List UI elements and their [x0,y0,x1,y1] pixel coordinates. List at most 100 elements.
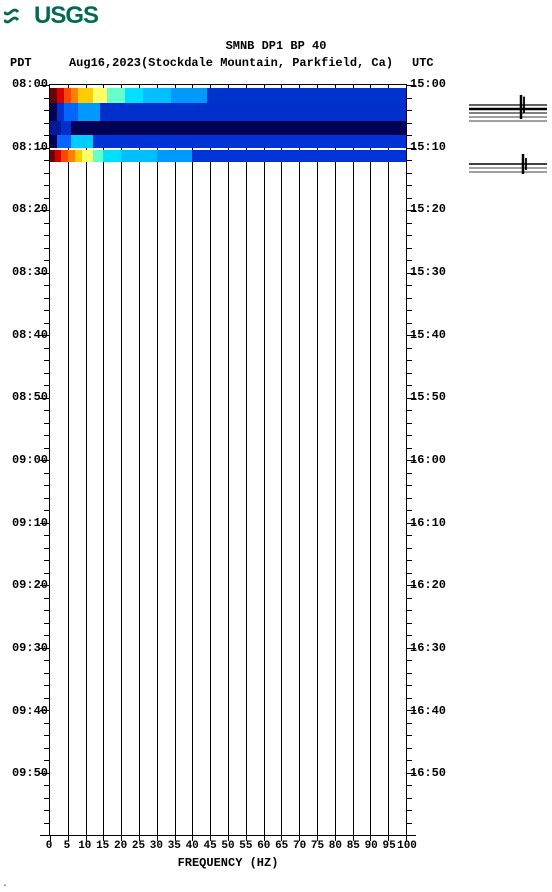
x-axis-title: FREQUENCY (HZ) [49,856,407,870]
spectrogram-segment [61,150,68,162]
y-tick-label-left: 09:30 [0,641,48,655]
gridline-vertical [370,85,371,835]
x-tick-label: 55 [239,840,252,852]
y-tick-label-left: 09:20 [0,578,48,592]
x-tick-label: 70 [293,840,306,852]
x-tick-label: 10 [78,840,91,852]
waveform-icon [469,95,547,135]
spectrogram-segment [207,88,406,103]
gridline-vertical [353,85,354,835]
spectrogram-segment [61,121,72,135]
chart-title-line2: PDT Aug16,2023(Stockdale Mountain, Parkf… [0,55,552,72]
usgs-logo-text: USGS [34,2,98,30]
y-tick-label-left: 08:10 [0,140,48,154]
spectrogram-segment [64,88,71,103]
y-tick-label-left: 08:20 [0,202,48,216]
spectrogram-segment [157,150,193,162]
x-tick-label: 80 [329,840,342,852]
chart-title-line1: SMNB DP1 BP 40 [0,38,552,55]
x-tick-label: 65 [275,840,288,852]
spectrogram-segment [93,150,104,162]
spectrogram-row [50,150,406,162]
spectrogram-segment [125,88,143,103]
gridline-vertical [228,85,229,835]
spectrogram-segment [100,103,406,121]
x-tick-label: 100 [397,840,417,852]
y-tick-label-right: 16:10 [410,516,458,530]
x-tick-label: 85 [347,840,360,852]
x-tick-label: 90 [365,840,378,852]
spectrogram-segment [171,88,207,103]
gridline-vertical [388,85,389,835]
y-tick-label-right: 15:20 [410,202,458,216]
spectrogram-row [50,88,406,103]
y-axis-left-labels: 08:0008:1008:2008:3008:4008:5009:0009:10… [0,84,48,836]
right-timezone-label: UTC [412,55,452,72]
y-tick-label-left: 08:40 [0,328,48,342]
usgs-wave-icon [4,4,32,28]
gridline-vertical [335,85,336,835]
y-tick-label-right: 15:00 [410,77,458,91]
spectrogram-segment [50,103,57,121]
title-location: (Stockdale Mountain, Parkfield, Ca) [141,56,393,70]
y-tick-label-left: 09:00 [0,453,48,467]
y-tick-label-right: 16:20 [410,578,458,592]
waveform-icon [469,148,547,188]
y-tick-label-right: 16:40 [410,704,458,718]
spectrogram-row [50,103,406,121]
x-tick-label: 95 [382,840,395,852]
gridline-vertical [157,85,158,835]
x-tick-label: 25 [132,840,145,852]
spectrogram-segment [143,88,171,103]
waveform-thumbnail [469,148,547,188]
gridline-vertical [281,85,282,835]
spectrogram-segment [75,150,82,162]
spectrogram-segment [50,121,61,135]
gridline-vertical [192,85,193,835]
footer-mark: . [2,879,8,890]
gridline-vertical [210,85,211,835]
gridline-vertical [103,85,104,835]
spectrogram-segment [121,150,157,162]
y-tick-label-left: 09:50 [0,766,48,780]
y-tick-label-left: 08:30 [0,265,48,279]
x-tick-label: 40 [186,840,199,852]
gridline-vertical [139,85,140,835]
spectrogram-segment [50,88,57,103]
y-tick-label-right: 16:50 [410,766,458,780]
x-tick-label: 75 [311,840,324,852]
gridline-vertical [299,85,300,835]
spectrogram-segment [50,135,57,149]
spectrogram-segment [107,88,125,103]
spectrogram-segment [192,150,406,162]
x-tick-label: 5 [64,840,71,852]
spectrogram-segment [71,135,92,149]
y-tick-label-right: 15:40 [410,328,458,342]
gridline-vertical [317,85,318,835]
spectrogram-plot-area [49,84,407,836]
y-tick-label-left: 08:00 [0,77,48,91]
spectrogram-segment [78,103,99,121]
x-tick-label: 45 [203,840,216,852]
x-tick-label: 35 [168,840,181,852]
spectrogram-segment [57,103,64,121]
gridline-vertical [175,85,176,835]
left-timezone-label: PDT [10,55,50,72]
y-axis-right-labels: 15:0015:1015:2015:3015:4015:5016:0016:10… [410,84,458,836]
spectrogram-segment [71,88,78,103]
gridline-vertical [68,85,69,835]
spectrogram-row [50,121,406,135]
spectrogram-segment [82,150,93,162]
title-date-location: Aug16,2023(Stockdale Mountain, Parkfield… [69,55,393,72]
x-tick-label: 15 [96,840,109,852]
x-tick-label: 30 [150,840,163,852]
y-tick-label-right: 16:30 [410,641,458,655]
x-tick-label: 50 [221,840,234,852]
spectrogram-segment [57,135,71,149]
spectrogram-segment [93,88,107,103]
spectrogram-segment [93,135,406,149]
x-tick-label: 0 [46,840,53,852]
spectrogram-segment [57,88,64,103]
y-tick-label-left: 09:10 [0,516,48,530]
y-tick-label-left: 08:50 [0,390,48,404]
